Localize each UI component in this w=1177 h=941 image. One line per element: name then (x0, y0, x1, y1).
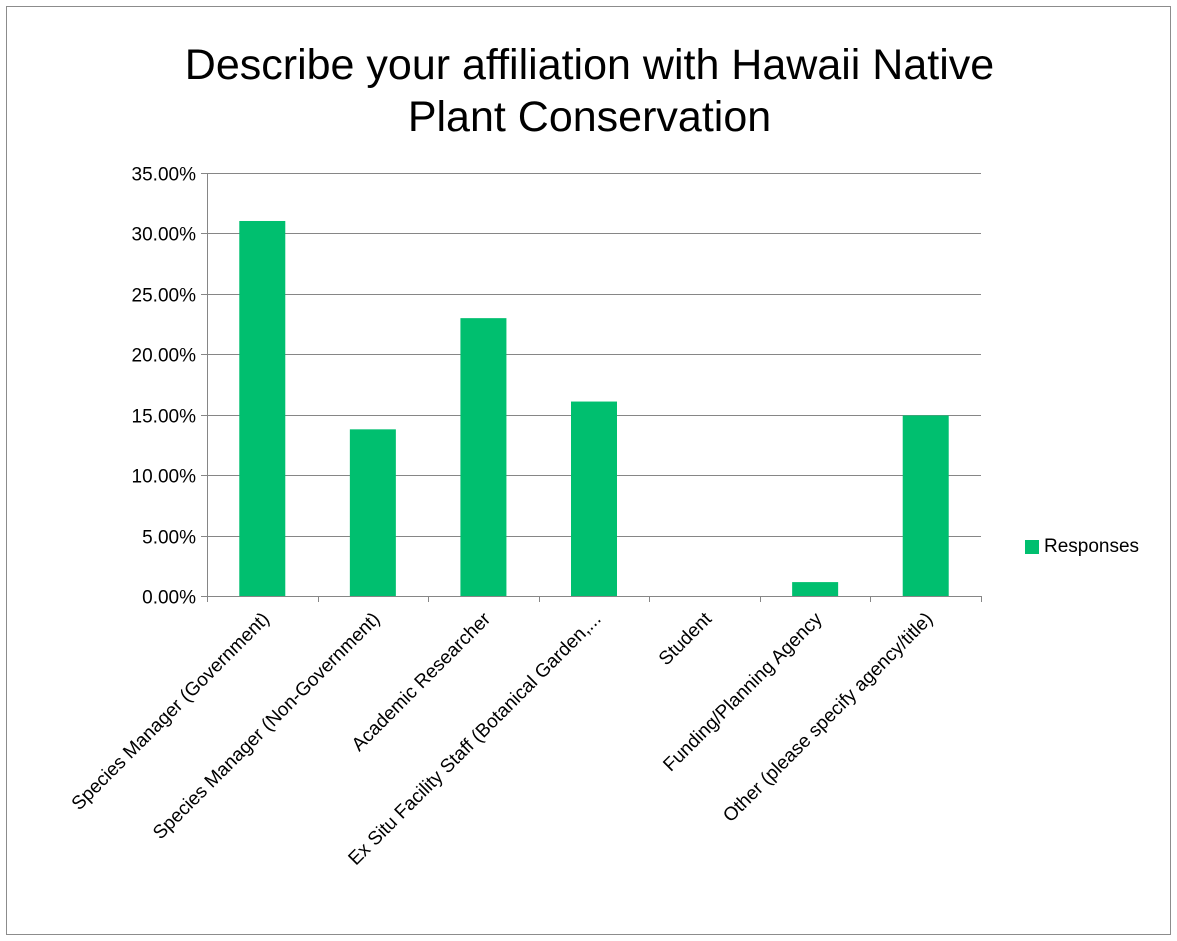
x-tick-label: Ex Situ Facility Staff (Botanical Garden… (345, 609, 606, 870)
legend-label: Responses (1044, 536, 1140, 557)
bars (239, 220, 949, 596)
bar (902, 415, 949, 596)
y-tick-label: 5.00% (142, 528, 196, 549)
bar (349, 429, 396, 596)
legend: Responses (1025, 534, 1139, 560)
chart-plot: 0.00% 5.00% 10.00% 15.00% 20.00% 25.00% 30.00%… (68, 165, 982, 870)
y-tick-label: 10.00% (132, 467, 197, 488)
chart-title-line-2: Plant Conservation (407, 93, 772, 141)
y-tick-labels: 0.00% 5.00% 10.00% 15.00% 20.00% 25.00% 30.00%… (132, 165, 197, 609)
y-tick-label: 30.00% (132, 225, 197, 246)
y-tick-label: 15.00% (132, 407, 197, 428)
y-tick-label: 25.00% (132, 286, 197, 307)
y-tick-label: 20.00% (132, 346, 197, 367)
chart-title: Describe your affiliation with Hawaii Na… (7, 39, 1172, 143)
bar (239, 220, 286, 596)
y-tick-label: 35.00% (132, 165, 197, 186)
x-tick-label: Other (please specify agency/title) (719, 609, 937, 827)
y-tick-label: 0.00% (142, 588, 196, 609)
x-tick-label: Species Manager (Government) (68, 609, 274, 815)
x-tick-labels: Species Manager (Government)Species Mana… (68, 608, 937, 870)
bar (571, 401, 617, 596)
axes (201, 173, 982, 602)
chart-title-line-1: Describe your affiliation with Hawaii Na… (184, 41, 995, 89)
x-tick-label: Student (655, 608, 717, 670)
legend-swatch (1025, 540, 1039, 554)
chart-area: Describe your affiliation with Hawaii Na… (6, 6, 1171, 935)
bar (460, 318, 507, 596)
bar (792, 582, 839, 596)
x-tick-label: Species Manager (Non-Government) (149, 609, 384, 844)
